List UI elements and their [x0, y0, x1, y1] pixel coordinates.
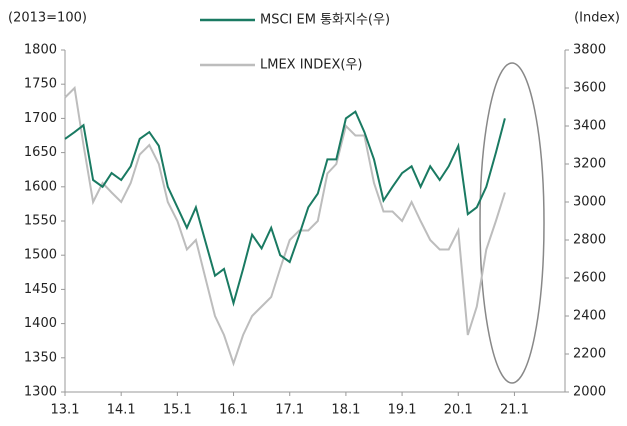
x-tick-label: 14.1 — [107, 403, 136, 418]
y-tick-label: 1700 — [24, 111, 57, 126]
y2-tick-label: 3200 — [573, 157, 606, 172]
y2-tick-label: 3800 — [573, 43, 606, 58]
legend-label: MSCI EM 통화지수(우) — [260, 13, 390, 28]
x-tick-label: 20.1 — [444, 403, 473, 418]
y2-tick-label: 2000 — [573, 385, 606, 400]
x-tick-label: 16.1 — [219, 403, 248, 418]
x-tick-label: 17.1 — [275, 403, 304, 418]
x-tick-label: 15.1 — [163, 403, 192, 418]
series-line — [64, 85, 506, 367]
y-tick-label: 1350 — [24, 350, 57, 365]
y2-tick-label: 2800 — [573, 233, 606, 248]
y2-tick-label: 3000 — [573, 195, 606, 210]
y2-tick-label: 3400 — [573, 119, 606, 134]
y2-unit: (Index) — [574, 11, 620, 26]
y-tick-label: 1550 — [24, 214, 57, 229]
y-tick-label: 1300 — [24, 385, 57, 400]
x-tick-label: 19.1 — [388, 403, 417, 418]
y-tick-label: 1600 — [24, 179, 57, 194]
y2-tick-label: 2600 — [573, 271, 606, 286]
y-tick-label: 1450 — [24, 282, 57, 297]
y-tick-label: 1750 — [24, 77, 57, 92]
series-line — [64, 110, 506, 307]
y2-tick-label: 3600 — [573, 81, 606, 96]
legend-label: LMEX INDEX(우) — [260, 58, 363, 73]
y-tick-label: 1500 — [24, 248, 57, 263]
x-tick-label: 18.1 — [331, 403, 360, 418]
highlight-ellipse — [479, 62, 545, 384]
y-tick-label: 1800 — [24, 43, 57, 58]
x-tick-label: 21.1 — [500, 403, 529, 418]
y-unit: (2013=100) — [8, 11, 87, 26]
x-tick-label: 13.1 — [51, 403, 80, 418]
y2-tick-label: 2200 — [573, 347, 606, 362]
y2-tick-label: 2400 — [573, 309, 606, 324]
y-tick-label: 1400 — [24, 316, 57, 331]
y-tick-label: 1650 — [24, 145, 57, 160]
